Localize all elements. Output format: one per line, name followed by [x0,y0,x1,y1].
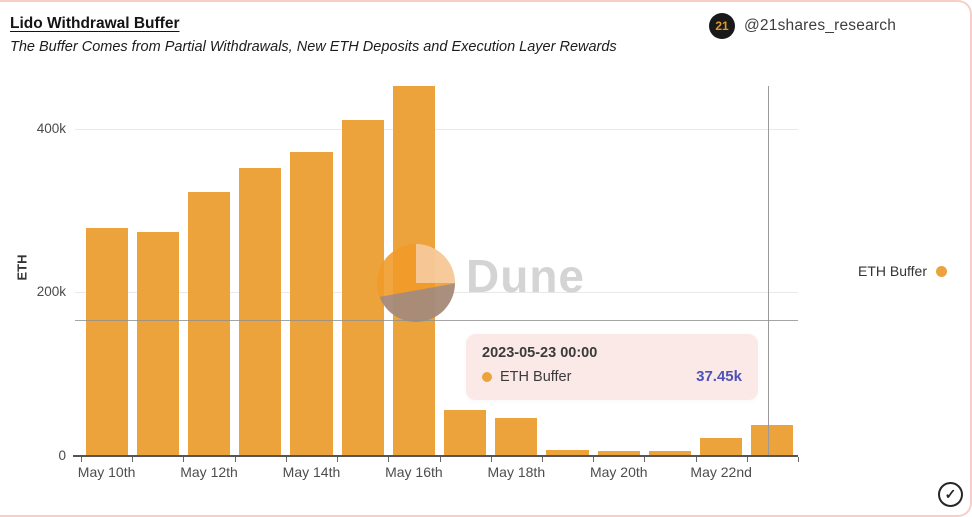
x-tick-label: May 14th [282,464,341,480]
attribution: 21 @21shares_research [709,13,896,39]
x-tick-label: May 20th [589,464,648,480]
x-axis-tickmark [798,457,799,462]
bar-may-19th[interactable] [546,450,589,456]
gridline [75,128,798,130]
x-tick-label: May 18th [487,464,546,480]
tooltip-series-label: ETH Buffer [500,368,572,385]
y-tick-label: 0 [58,448,66,463]
21shares-logo-icon: 21 [709,13,735,39]
x-tick-label: May 12th [180,464,238,480]
x-axis-tickmark [81,457,82,462]
chart-subtitle: The Buffer Comes from Partial Withdrawal… [10,39,617,55]
x-tick-label: May 16th [385,464,443,480]
x-axis-tickmark [285,457,287,462]
x-axis-tickmark [183,457,185,462]
bar-may-23rd[interactable] [751,425,794,456]
x-tick-label: May 22nd [690,464,752,480]
bar-may-13th[interactable] [239,167,282,456]
bar-may-11th[interactable] [136,231,179,456]
x-axis-tickmark [746,457,748,462]
bar-may-22nd[interactable] [700,438,743,456]
y-tick-label: 200k [36,284,66,300]
x-axis-tickmark [132,457,134,462]
x-axis-tickmark [695,457,697,462]
x-axis-tickmark [234,457,236,462]
bar-may-14th[interactable] [290,152,333,456]
bar-may-21st[interactable] [648,451,692,456]
bar-may-15th[interactable] [341,119,384,456]
y-tick-label: 400k [36,120,66,136]
legend-eth-buffer[interactable]: ETH Buffer [858,263,947,279]
page-title: Lido Withdrawal Buffer [10,15,180,32]
x-axis-line [73,455,798,457]
x-axis-tickmark [644,457,646,462]
crosshair-horizontal-line [75,320,798,321]
x-axis-tickmark [541,457,543,462]
tooltip-series-dot-icon [482,371,492,382]
bar-may-12th[interactable] [187,192,231,456]
legend-dot-icon [936,265,947,277]
x-axis-tickmark [490,457,492,462]
x-axis-tickmark [439,457,441,462]
bar-may-10th[interactable] [85,228,128,456]
check-circle-icon[interactable]: ✓ [938,482,963,507]
y-axis-ticks: 0 200k 400k [0,2,66,515]
plot-area[interactable]: Dune [75,86,798,456]
x-axis-tickmark [388,457,390,462]
chart-tooltip: 2023-05-23 00:00 ETH Buffer 37.45k [466,334,758,400]
bar-may-18th[interactable] [495,418,538,456]
legend-label: ETH Buffer [858,263,927,279]
bar-may-17th[interactable] [444,410,487,456]
x-tick-label: May 10th [77,464,136,480]
dune-watermark-text: Dune [466,250,585,302]
dune-logo-icon [377,244,455,322]
bar-may-20th[interactable] [597,451,640,456]
tooltip-timestamp: 2023-05-23 00:00 [482,345,598,361]
x-axis-tickmark [593,457,595,462]
x-axis-labels: May 10th May 12th May 14th May 16th May 18th… [0,464,970,484]
tooltip-value: 37.45k [696,368,742,385]
attribution-handle: @21shares_research [744,17,897,34]
x-axis-tickmark [337,457,339,462]
crosshair-vertical-line [768,86,769,456]
